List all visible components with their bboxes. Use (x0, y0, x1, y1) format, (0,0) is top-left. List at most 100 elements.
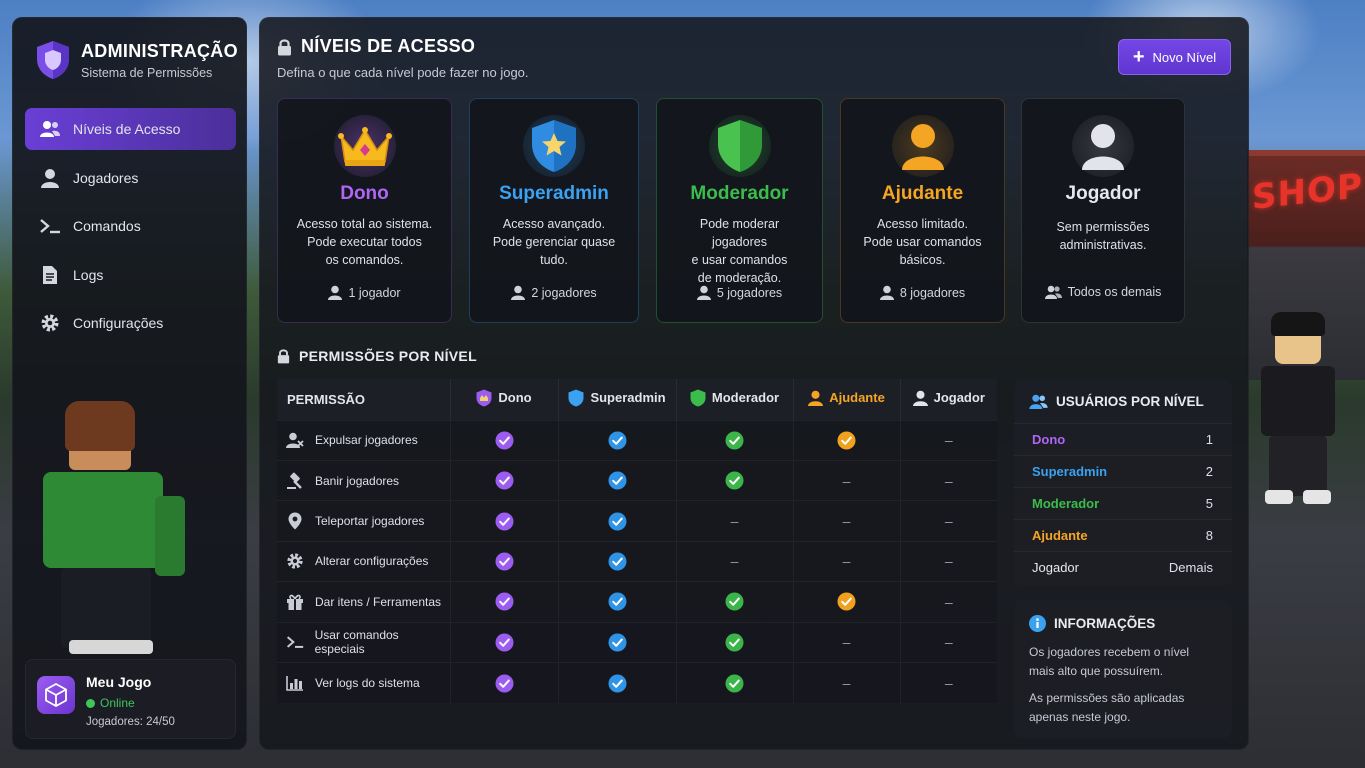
bar-chart-icon (285, 673, 305, 693)
check-circle-icon (608, 512, 626, 531)
column-header-moderador: Moderador (676, 379, 794, 420)
sidebar: ADMINISTRAÇÃO Sistema de Permissões Níve… (12, 17, 247, 750)
brand-subtitle: Sistema de Permissões (81, 65, 213, 80)
avatar-character-left (25, 396, 195, 666)
permission-cell-allowed[interactable] (450, 459, 559, 501)
permission-cell-allowed[interactable] (676, 419, 794, 461)
cube-icon (37, 676, 75, 714)
check-circle-icon (495, 552, 513, 571)
permission-cell-denied[interactable]: – (900, 419, 997, 461)
sidebar-item-logs[interactable]: Logs (25, 254, 236, 296)
permission-cell-allowed[interactable] (558, 581, 677, 623)
user-icon (1072, 115, 1134, 177)
new-level-button[interactable]: + Novo Nível (1118, 39, 1231, 75)
level-description: Pode moderar jogadores e usar comandos de … (691, 217, 788, 285)
sidebar-item-jogadores[interactable]: Jogadores (25, 157, 236, 199)
permission-cell-allowed[interactable] (558, 459, 677, 501)
dash-text: – (944, 634, 953, 651)
permission-cell-denied[interactable]: – (900, 621, 997, 663)
permission-label: Expulsar jogadores (315, 433, 418, 448)
level-card-superadmin[interactable]: Superadmin Acesso avançado. Pode gerencia… (469, 98, 639, 323)
check-circle-icon (725, 592, 744, 611)
user-icon (511, 285, 526, 300)
permission-cell-allowed[interactable] (558, 621, 677, 663)
level-name: Moderador (690, 183, 789, 204)
check-circle-icon (495, 471, 513, 490)
permission-cell-allowed[interactable] (793, 419, 901, 461)
permission-cell-allowed[interactable] (558, 500, 677, 542)
page-header: NÍVEIS DE ACESSO Defina o que cada nível… (277, 36, 529, 80)
level-card-jogador[interactable]: Jogador Sem permissões administrativas. T… (1021, 98, 1185, 323)
sidebar-item-configuracoes[interactable]: Configurações (25, 302, 236, 344)
permission-cell-allowed[interactable] (450, 581, 559, 623)
permission-cell-denied[interactable]: – (900, 459, 997, 501)
permission-cell-allowed[interactable] (676, 581, 794, 623)
permission-label-cell: Ver logs do sistema (277, 662, 451, 703)
map-pin-icon (285, 511, 305, 531)
shop-building (1247, 150, 1365, 380)
permission-cell-denied[interactable]: – (676, 500, 794, 542)
permission-cell-allowed[interactable] (676, 621, 794, 663)
sidebar-item-comandos[interactable]: Comandos (25, 205, 236, 247)
permission-label: Banir jogadores (315, 473, 400, 488)
users-by-level-row: Ajudante 8 (1014, 519, 1232, 551)
user-icon (891, 115, 954, 177)
sidebar-item-label: Configurações (73, 315, 164, 331)
permission-label: Alterar configurações (315, 554, 429, 569)
permission-cell-denied[interactable]: – (793, 621, 901, 663)
permission-cell-denied[interactable]: – (793, 459, 901, 501)
sidebar-item-label: Comandos (73, 218, 141, 234)
sidebar-item-label: Logs (73, 266, 104, 283)
permission-cell-denied[interactable]: – (900, 581, 997, 623)
table-row: Banir jogadores – – (277, 459, 997, 501)
gavel-icon (285, 471, 305, 491)
game-card[interactable]: Meu Jogo Online Jogadores: 24/50 (25, 659, 236, 739)
permission-cell-allowed[interactable] (450, 662, 559, 703)
permission-cell-denied[interactable]: – (900, 540, 997, 582)
column-header-superadmin: Superadmin (558, 379, 677, 420)
permission-cell-denied[interactable]: – (793, 500, 901, 542)
shield-icon (568, 389, 584, 407)
check-circle-icon (725, 674, 744, 693)
permission-cell-denied[interactable]: – (793, 540, 901, 582)
level-card-ajudante[interactable]: Ajudante Acesso limitado. Pode usar coman… (840, 98, 1005, 323)
table-row: Usar comandos especiais – – (277, 621, 997, 663)
level-description: Acesso limitado. Pode usar comandos básico… (863, 217, 982, 267)
brand-title: ADMINISTRAÇÃO (81, 40, 238, 61)
permission-cell-allowed[interactable] (676, 459, 794, 501)
permission-cell-allowed[interactable] (676, 662, 794, 703)
permission-cell-denied[interactable]: – (900, 500, 997, 542)
level-name: Jogador (1032, 560, 1079, 575)
gear-icon (285, 551, 305, 571)
permission-cell-allowed[interactable] (450, 540, 559, 582)
user-icon (808, 390, 824, 406)
info-title: INFORMAÇÕES (1029, 615, 1155, 632)
permission-cell-denied[interactable]: – (900, 662, 997, 703)
permission-label-cell: Banir jogadores (277, 459, 451, 501)
level-user-count: 8 (1205, 528, 1213, 543)
permission-cell-allowed[interactable] (558, 662, 677, 703)
users-by-level-row: Jogador Demais (1014, 551, 1232, 583)
level-description: Acesso total ao sistema. Pode executar to… (296, 217, 433, 267)
permission-cell-allowed[interactable] (450, 621, 559, 663)
sidebar-item-niveis-de-acesso[interactable]: Níveis de Acesso (25, 108, 236, 150)
check-circle-icon (725, 431, 744, 450)
permission-label-cell: Teleportar jogadores (277, 500, 451, 542)
permission-cell-denied[interactable]: – (793, 662, 901, 703)
level-card-dono[interactable]: Dono Acesso total ao sistema. Pode execut… (277, 98, 452, 323)
user-icon (39, 167, 61, 189)
page-title: NÍVEIS DE ACESSO (277, 36, 529, 57)
permission-cell-allowed[interactable] (450, 419, 559, 461)
level-user-count: 5 (1205, 496, 1213, 511)
star-shield-icon (523, 115, 585, 177)
lock-icon (277, 349, 290, 364)
level-count: 2 jogadores (470, 285, 638, 300)
info-panel: INFORMAÇÕES Os jogadores recebem o nível… (1014, 600, 1232, 738)
level-card-moderador[interactable]: Moderador Pode moderar jogadores e usar c… (656, 98, 823, 323)
permission-cell-denied[interactable]: – (676, 540, 794, 582)
permission-cell-allowed[interactable] (793, 581, 901, 623)
permission-cell-allowed[interactable] (558, 540, 677, 582)
permission-cell-allowed[interactable] (450, 500, 559, 542)
game-status: Online (86, 696, 135, 710)
permission-cell-allowed[interactable] (558, 419, 677, 461)
